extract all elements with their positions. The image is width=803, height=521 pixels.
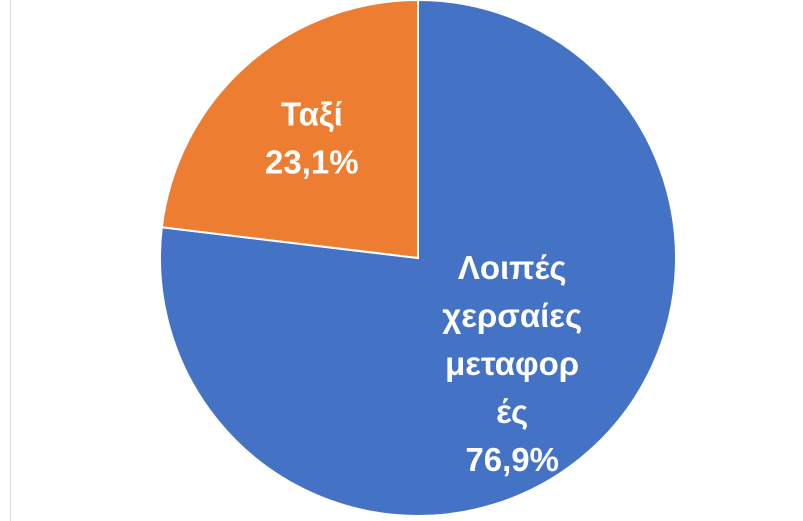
slice-value-label: 23,1% (265, 143, 359, 180)
pie-slice (160, 0, 419, 260)
slices-layer (159, 0, 677, 517)
frame-border (10, 0, 11, 521)
slice-name-label: Ταξί (281, 95, 343, 132)
slice-label: Λοιπές χερσαίες μεταφορ ές 76,9% (442, 249, 582, 478)
slice-name-label: μεταφορ (445, 345, 579, 382)
pie-slice (159, 0, 677, 517)
slice-value-label: 76,9% (465, 441, 559, 478)
slice-label: Ταξί 23,1% (265, 95, 359, 180)
slice-name-label: χερσαίες (442, 297, 582, 334)
labels-layer: Λοιπές χερσαίες μεταφορ ές 76,9% Ταξί 23,1% (265, 95, 582, 478)
slice-name-label: Λοιπές (458, 249, 567, 286)
slice-name-label: ές (496, 393, 528, 430)
